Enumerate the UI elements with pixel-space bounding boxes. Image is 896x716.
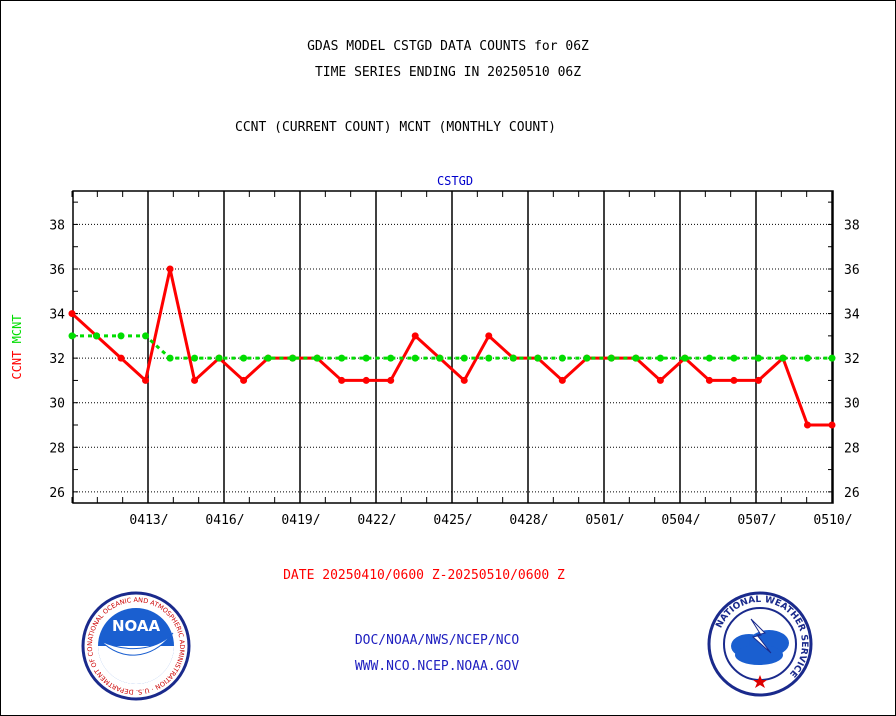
y-tick-label-left: 30 bbox=[49, 397, 65, 412]
panel-title: CSTGD bbox=[437, 174, 473, 188]
data-point-mcnt bbox=[264, 354, 272, 362]
svg-text:NOAA: NOAA bbox=[112, 617, 161, 635]
data-point-mcnt bbox=[117, 332, 125, 340]
data-point-ccnt bbox=[191, 376, 199, 384]
data-point-ccnt bbox=[142, 376, 150, 384]
data-point-mcnt bbox=[93, 332, 101, 340]
y-tick-label-right: 26 bbox=[844, 486, 860, 501]
data-point-mcnt bbox=[681, 354, 689, 362]
nws-logo: NATIONAL WEATHER SERVICE bbox=[707, 591, 813, 697]
data-point-ccnt bbox=[338, 376, 346, 384]
y-tick-label-left: 38 bbox=[49, 218, 65, 233]
data-point-ccnt bbox=[803, 421, 811, 429]
data-point-mcnt bbox=[534, 354, 542, 362]
data-point-ccnt bbox=[558, 376, 566, 384]
data-point-ccnt bbox=[460, 376, 468, 384]
y-tick-label-right: 28 bbox=[844, 441, 860, 456]
x-tick-label: 0501/ bbox=[585, 513, 624, 528]
data-point-mcnt bbox=[803, 354, 811, 362]
x-tick-label: 0504/ bbox=[661, 513, 700, 528]
y-tick-label-left: 32 bbox=[49, 352, 65, 367]
chart-title-line2: TIME SERIES ENDING IN 20250510 06Z bbox=[314, 65, 582, 80]
x-tick-label: 0428/ bbox=[509, 513, 548, 528]
data-point-mcnt bbox=[387, 354, 395, 362]
x-tick-label: 0419/ bbox=[281, 513, 320, 528]
y-tick-label-left: 26 bbox=[49, 486, 65, 501]
data-point-mcnt bbox=[142, 332, 150, 340]
y-tick-label-right: 34 bbox=[844, 308, 860, 323]
data-point-mcnt bbox=[607, 354, 615, 362]
y-axis-label-part: CCNT bbox=[10, 351, 24, 380]
data-point-mcnt bbox=[215, 354, 223, 362]
data-point-ccnt bbox=[68, 310, 76, 318]
data-point-mcnt bbox=[362, 354, 370, 362]
footer-org-path: DOC/NOAA/NWS/NCEP/NCO bbox=[354, 633, 520, 648]
data-point-mcnt bbox=[289, 354, 297, 362]
y-tick-label-right: 30 bbox=[844, 397, 860, 412]
data-point-mcnt bbox=[779, 354, 787, 362]
data-point-mcnt bbox=[460, 354, 468, 362]
data-point-mcnt bbox=[828, 354, 836, 362]
data-point-ccnt bbox=[411, 332, 419, 340]
data-point-mcnt bbox=[240, 354, 248, 362]
series-line-mcnt bbox=[72, 334, 832, 360]
series-line-ccnt bbox=[70, 268, 832, 427]
x-tick-label: 0425/ bbox=[433, 513, 472, 528]
y-tick-label-left: 36 bbox=[49, 263, 65, 278]
y-tick-label-left: 34 bbox=[49, 308, 65, 323]
y-tick-label-left: 28 bbox=[49, 441, 65, 456]
data-point-ccnt bbox=[485, 332, 493, 340]
series-mcnt bbox=[68, 332, 836, 362]
data-point-mcnt bbox=[754, 354, 762, 362]
data-point-ccnt bbox=[705, 376, 713, 384]
data-point-mcnt bbox=[166, 354, 174, 362]
data-point-mcnt bbox=[68, 332, 76, 340]
x-tick-label: 0413/ bbox=[129, 513, 168, 528]
y-tick-label-right: 36 bbox=[844, 263, 860, 278]
data-point-mcnt bbox=[705, 354, 713, 362]
y-axis-label-part: MCNT bbox=[10, 314, 24, 350]
x-tick-label: 0510/ bbox=[813, 513, 852, 528]
data-point-mcnt bbox=[583, 354, 591, 362]
data-point-ccnt bbox=[362, 376, 370, 384]
data-point-mcnt bbox=[411, 354, 419, 362]
chart-title-line1: GDAS MODEL CSTGD DATA COUNTS for 06Z bbox=[307, 39, 589, 54]
x-tick-label: 0416/ bbox=[205, 513, 244, 528]
data-point-ccnt bbox=[828, 421, 836, 429]
footer-website-link[interactable]: WWW.NCO.NCEP.NOAA.GOV bbox=[354, 659, 520, 674]
data-point-mcnt bbox=[656, 354, 664, 362]
data-point-mcnt bbox=[338, 354, 346, 362]
data-point-mcnt bbox=[485, 354, 493, 362]
plot-border bbox=[72, 190, 834, 504]
y-axis-label: CCNT MCNT bbox=[10, 314, 24, 379]
y-tick-label-right: 32 bbox=[844, 352, 860, 367]
data-point-ccnt bbox=[166, 265, 174, 273]
x-tick-label: 0422/ bbox=[357, 513, 396, 528]
data-point-mcnt bbox=[436, 354, 444, 362]
data-point-mcnt bbox=[632, 354, 640, 362]
data-point-ccnt bbox=[117, 354, 125, 362]
data-point-ccnt bbox=[754, 376, 762, 384]
data-point-mcnt bbox=[730, 354, 738, 362]
y-tick-label-right: 38 bbox=[844, 218, 860, 233]
data-point-mcnt bbox=[313, 354, 321, 362]
data-point-ccnt bbox=[656, 376, 664, 384]
x-axis-label: DATE 20250410/0600 Z-20250510/0600 Z bbox=[283, 568, 565, 583]
noaa-logo: NOAA NATIONAL OCEANIC AND ATMOSPHERIC AD… bbox=[81, 591, 191, 701]
data-point-mcnt bbox=[191, 354, 199, 362]
data-point-ccnt bbox=[240, 376, 248, 384]
series-legend-text: CCNT (CURRENT COUNT) MCNT (MONTHLY COUNT… bbox=[235, 120, 556, 135]
data-point-ccnt bbox=[387, 376, 395, 384]
data-point-ccnt bbox=[730, 376, 738, 384]
data-point-mcnt bbox=[558, 354, 566, 362]
x-tick-label: 0507/ bbox=[737, 513, 776, 528]
data-point-mcnt bbox=[509, 354, 517, 362]
